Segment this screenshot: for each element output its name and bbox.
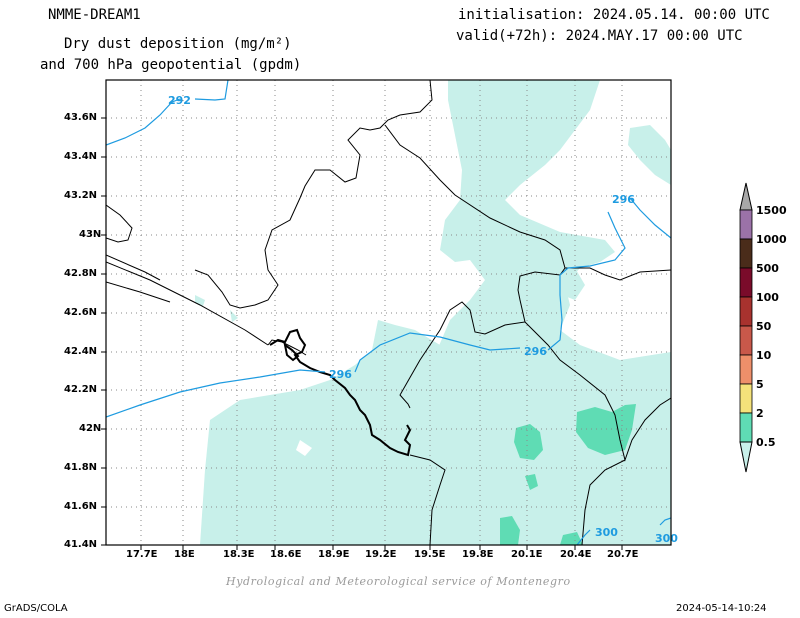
lat-label: 41.8N <box>64 462 98 473</box>
footer-timestamp: 2024-05-14-10:24 <box>676 603 767 614</box>
contour-label: 296 <box>524 345 547 358</box>
colorbar-swatch-50 <box>739 325 753 356</box>
colorbar-label: 2 <box>756 407 764 420</box>
contour-label: 292 <box>168 94 191 107</box>
map-title-line1: Dry dust deposition (mg/m²) <box>64 36 292 52</box>
lat-label: 43.2N <box>64 190 98 201</box>
geopotential-contours <box>106 80 671 545</box>
coastline <box>269 328 412 457</box>
contour-labels: 292 296 296 296 300 300 <box>168 94 678 545</box>
valid-time: valid(+72h): 2024.MAY.17 00:00 UTC <box>456 28 743 44</box>
lon-label: 18.6E <box>270 549 302 560</box>
lon-label: 18.9E <box>318 549 350 560</box>
colorbar-top-arrow <box>739 182 753 211</box>
colorbar-bottom-arrow <box>739 441 753 473</box>
lat-label: 41.6N <box>64 501 98 512</box>
lat-label: 41.4N <box>64 539 98 550</box>
lat-label: 42.6N <box>64 307 98 318</box>
lon-label: 17.7E <box>126 549 158 560</box>
colorbar-swatch-5 <box>739 383 753 414</box>
contour-label: 296 <box>329 368 352 381</box>
colorbar-label: 1000 <box>756 233 787 246</box>
initialisation-time: initialisation: 2024.05.14. 00:00 UTC <box>458 7 770 23</box>
contour-label: 296 <box>612 193 635 206</box>
map-title-line2: and 700 hPa geopotential (gpdm) <box>40 57 302 73</box>
contour-label: 300 <box>595 526 618 539</box>
colorbar-swatch-10 <box>739 354 753 385</box>
lat-label: 43N <box>79 229 102 240</box>
lat-label: 42.2N <box>64 384 98 395</box>
colorbar-label: 1500 <box>756 204 787 217</box>
contour-label: 300 <box>655 532 678 545</box>
colorbar-label: 500 <box>756 262 779 275</box>
colorbar-swatch-100 <box>739 296 753 327</box>
lon-label: 19.2E <box>365 549 397 560</box>
lat-label: 42.4N <box>64 346 98 357</box>
colorbar-label: 10 <box>756 349 772 362</box>
lon-label: 19.5E <box>414 549 446 560</box>
lon-label: 20.1E <box>511 549 543 560</box>
lat-label: 43.4N <box>64 151 98 162</box>
lon-label: 19.8E <box>462 549 494 560</box>
colorbar <box>739 182 753 473</box>
colorbar-swatch-2 <box>739 412 753 443</box>
colorbar-label: 5 <box>756 378 764 391</box>
model-name: NMME-DREAM1 <box>48 7 141 23</box>
lon-label: 18E <box>174 549 195 560</box>
lat-label: 43.6N <box>64 112 98 123</box>
colorbar-label: 50 <box>756 320 772 333</box>
lat-label: 42.8N <box>64 268 98 279</box>
graticule <box>106 80 671 545</box>
credit-text: Hydrological and Meteorological service … <box>226 575 571 588</box>
axis-ticks <box>101 117 623 550</box>
lon-label: 18.3E <box>223 549 255 560</box>
country-borders <box>106 80 671 545</box>
colorbar-label: 0.5 <box>756 436 776 449</box>
lon-label: 20.4E <box>560 549 592 560</box>
lat-label: 42N <box>79 423 102 434</box>
colorbar-swatch-1500 <box>739 209 753 240</box>
colorbar-swatch-500 <box>739 267 753 298</box>
lon-label: 20.7E <box>607 549 639 560</box>
footer-software: GrADS/COLA <box>4 603 68 614</box>
colorbar-label: 100 <box>756 291 779 304</box>
colorbar-swatch-1000 <box>739 238 753 269</box>
